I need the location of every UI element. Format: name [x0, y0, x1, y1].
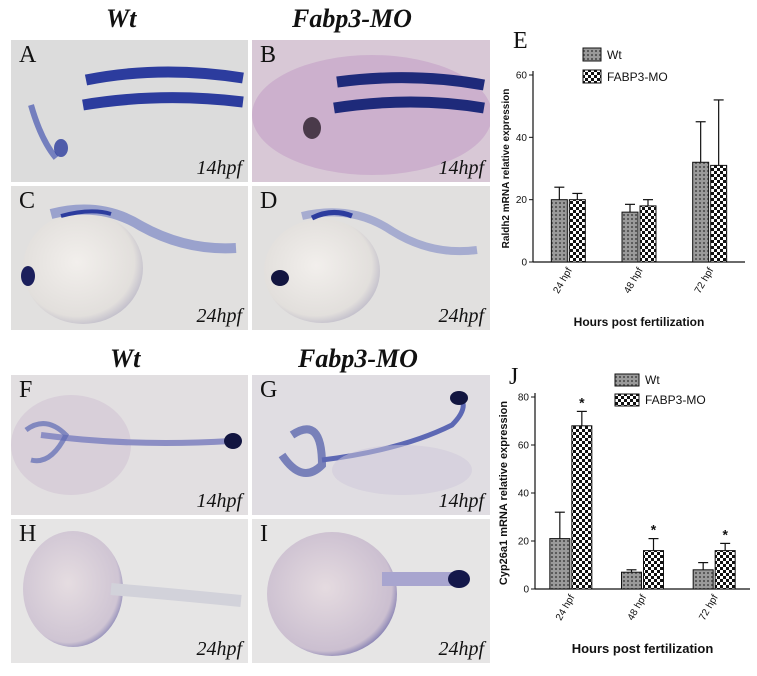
- panel-i-label: I: [260, 521, 268, 547]
- chart-j-bar-fabp3-mo: [714, 550, 736, 590]
- top-col2-header: Fabp3-MO: [292, 4, 412, 33]
- chart-j-significance-star: *: [579, 394, 585, 410]
- bottom-col2-header: Fabp3-MO: [298, 344, 418, 373]
- chart-j-significance-star: *: [651, 522, 657, 538]
- chart-e-bar-fabp3-mo: [639, 205, 657, 263]
- panel-a-label: A: [19, 42, 37, 68]
- panel-b-image: B 14hpf: [252, 40, 490, 182]
- chart-j-ytick-label: 20: [518, 537, 530, 548]
- chart-j-bar-wt: [621, 571, 642, 590]
- chart-e-legend-label: FABP3-MO: [607, 70, 668, 84]
- panel-d-image: D 24hpf: [252, 186, 490, 330]
- chart-e-xtick-label: 72 hpf: [693, 266, 717, 296]
- panel-d-stage: 24hpf: [438, 305, 484, 327]
- panel-h-stage: 24hpf: [196, 638, 242, 660]
- chart-j-bar-fabp3-mo: [571, 425, 593, 590]
- panel-c-stage: 24hpf: [196, 305, 242, 327]
- panel-f-label: F: [19, 377, 33, 403]
- chart-j-legend-swatch: [614, 373, 640, 387]
- chart-j-xtick-label: 24 hpf: [554, 593, 578, 623]
- chart-e-xtick-label: 24 hpf: [551, 266, 575, 296]
- chart-e-ytick-label: 20: [516, 195, 528, 206]
- chart-j-legend-label: Wt: [645, 373, 660, 387]
- chart-j-bar-wt: [549, 538, 571, 590]
- chart-j-legend-swatch: [614, 393, 640, 407]
- panel-d-label: D: [260, 188, 278, 214]
- panel-h-label: H: [19, 521, 37, 547]
- panel-a-image: A 14hpf: [11, 40, 248, 182]
- chart-e-ytick-label: 0: [521, 258, 527, 269]
- panel-i-stage: 24hpf: [438, 638, 484, 660]
- chart-j-xtick-label: 48 hpf: [626, 593, 650, 623]
- chart-j-ytick-label: 80: [518, 393, 530, 404]
- chart-j-ytick-label: 60: [518, 441, 530, 452]
- chart-j-significance-star: *: [722, 526, 728, 542]
- chart-j-xlabel: Hours post fertilization: [572, 641, 714, 656]
- panel-b-label: B: [260, 42, 277, 68]
- panel-g-label: G: [260, 377, 278, 403]
- chart-e: E 0 20 40 60 Raldh2 mRNA relative expression 2…: [495, 18, 755, 338]
- bottom-col1-header: Wt: [110, 344, 141, 373]
- chart-e-legend-label: Wt: [607, 48, 622, 62]
- panel-c-image: C 24hpf: [11, 186, 248, 330]
- chart-e-ytick-label: 40: [516, 133, 528, 144]
- panel-i-image: I 24hpf: [252, 519, 490, 663]
- chart-e-xlabel: Hours post fertilization: [574, 315, 705, 329]
- chart-j-ytick-label: 40: [518, 489, 530, 500]
- chart-e-bar-wt: [550, 199, 568, 263]
- panel-a-stage: 14hpf: [196, 157, 242, 179]
- chart-e-bar-wt: [621, 211, 639, 263]
- chart-j-ytick-label: 0: [523, 585, 529, 596]
- panel-g-image: G 14hpf: [252, 375, 490, 515]
- panel-f-image: F 14hpf: [11, 375, 248, 515]
- chart-j-bar-wt: [692, 569, 714, 590]
- chart-j-bar-fabp3-mo: [643, 550, 664, 590]
- chart-e-ytick-label: 60: [516, 71, 528, 82]
- top-col1-header: Wt: [106, 4, 137, 33]
- chart-e-bar-fabp3-mo: [710, 164, 728, 263]
- chart-e-bar-wt: [692, 161, 710, 263]
- panel-h-image: H 24hpf: [11, 519, 248, 663]
- panel-f-stage: 14hpf: [196, 490, 242, 512]
- chart-j-xtick-label: 72 hpf: [697, 593, 721, 623]
- chart-e-legend-swatch: [582, 47, 602, 62]
- panel-b-stage: 14hpf: [438, 157, 484, 179]
- chart-j: J 0 20 40 60 80 Cyp26a1 mRNA relative expressi…: [495, 360, 755, 672]
- chart-e-legend-swatch: [582, 69, 602, 84]
- panel-c-label: C: [19, 188, 36, 214]
- chart-j-legend-label: FABP3-MO: [645, 393, 706, 407]
- chart-j-letter: J: [509, 364, 518, 390]
- chart-e-letter: E: [513, 28, 528, 54]
- panel-g-stage: 14hpf: [438, 490, 484, 512]
- chart-e-bar-fabp3-mo: [568, 199, 586, 263]
- chart-e-xtick-label: 48 hpf: [622, 266, 646, 296]
- chart-e-ylabel: Raldh2 mRNA relative expression: [501, 89, 512, 249]
- chart-j-ylabel: Cyp26a1 mRNA relative expression: [498, 401, 510, 586]
